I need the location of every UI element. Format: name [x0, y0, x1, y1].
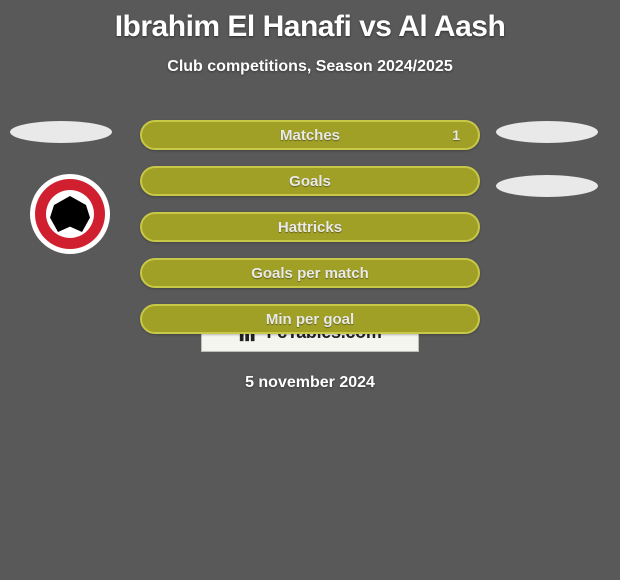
stat-label: Goals per match: [251, 265, 369, 282]
date-label: 5 november 2024: [0, 374, 620, 392]
stat-value-right: 1: [452, 127, 460, 143]
page-subtitle: Club competitions, Season 2024/2025: [0, 58, 620, 76]
stat-bar-min-per-goal: Min per goal: [140, 304, 480, 334]
stat-label: Hattricks: [278, 219, 342, 236]
stat-bar-hattricks: Hattricks: [140, 212, 480, 242]
club-logo: [30, 174, 110, 254]
stat-bars: Matches 1 Goals Hattricks Goals per matc…: [140, 120, 480, 350]
stat-label: Min per goal: [266, 311, 354, 328]
stat-label: Goals: [289, 173, 331, 190]
player-left-ellipse: [10, 121, 112, 143]
stat-bar-matches: Matches 1: [140, 120, 480, 150]
eagle-silhouette-icon: [50, 196, 90, 232]
stat-label: Matches: [280, 127, 340, 144]
stat-bar-goals: Goals: [140, 166, 480, 196]
club-logo-outer: [35, 179, 105, 249]
player-right-ellipse-1: [496, 121, 598, 143]
player-right-ellipse-2: [496, 175, 598, 197]
page-title: Ibrahim El Hanafi vs Al Aash: [0, 0, 620, 44]
club-logo-inner: [46, 190, 94, 238]
stat-bar-goals-per-match: Goals per match: [140, 258, 480, 288]
